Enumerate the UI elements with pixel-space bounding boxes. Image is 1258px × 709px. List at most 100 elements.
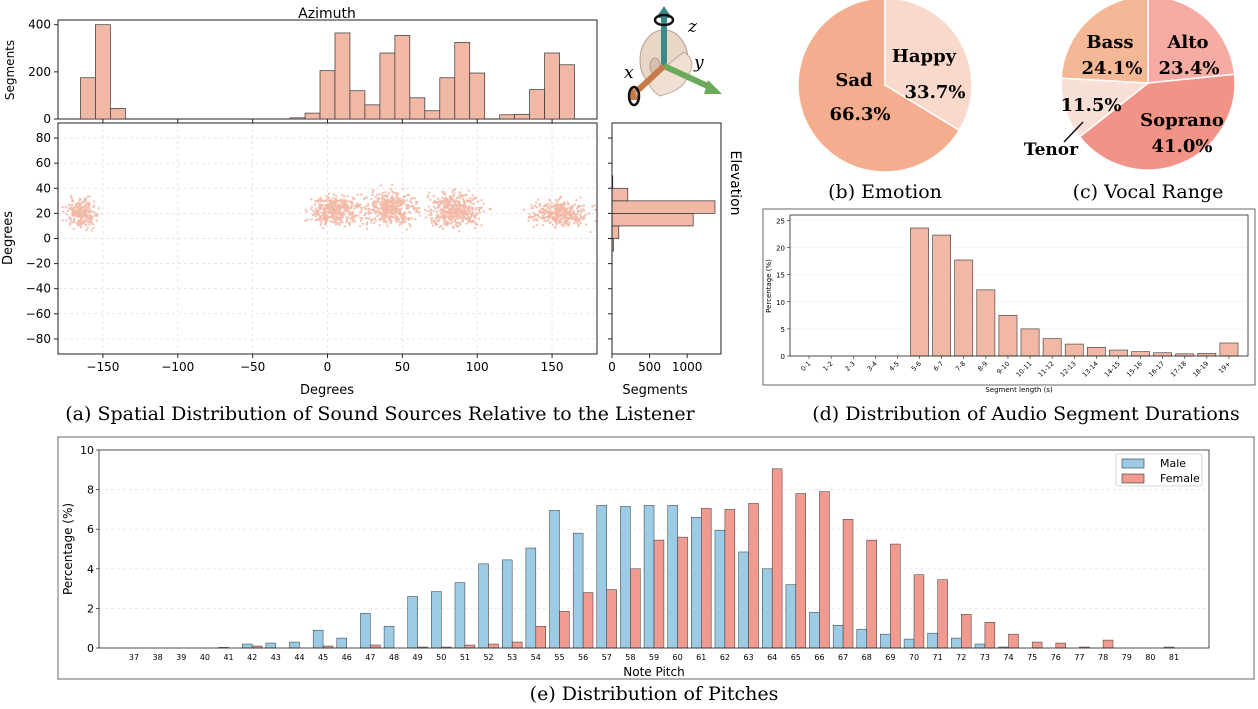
scatter-point bbox=[579, 204, 582, 208]
scatter-point bbox=[432, 201, 435, 205]
scatter-point bbox=[454, 218, 457, 221]
durations-bar bbox=[976, 289, 996, 357]
durations-bar bbox=[1109, 349, 1128, 357]
scatter-point bbox=[445, 203, 448, 206]
scatter-point bbox=[534, 201, 538, 204]
scatter-point bbox=[429, 219, 433, 222]
scatter-point bbox=[472, 220, 476, 223]
scatter-point bbox=[327, 211, 331, 215]
scatter-point bbox=[394, 213, 397, 216]
scatter-point bbox=[361, 222, 365, 225]
scatter-point bbox=[391, 201, 394, 205]
scatter-point bbox=[442, 213, 445, 216]
scatter-point bbox=[589, 230, 592, 234]
scatter-point bbox=[470, 220, 473, 224]
scatter-xtick-label: 0 bbox=[324, 360, 332, 374]
scatter-point bbox=[380, 199, 384, 203]
pitches-bar-female bbox=[937, 579, 948, 649]
pitches-bar-male bbox=[762, 568, 773, 649]
azimuth-bar bbox=[544, 52, 560, 120]
scatter-point bbox=[464, 205, 467, 209]
scatter-point bbox=[455, 196, 459, 200]
scatter-point bbox=[568, 221, 571, 224]
pitches-bar-male bbox=[383, 625, 395, 649]
scatter-point bbox=[317, 199, 320, 202]
scatter-point bbox=[582, 215, 585, 218]
scatter-point bbox=[397, 212, 400, 216]
scatter-point bbox=[456, 224, 460, 228]
scatter-point bbox=[393, 201, 397, 205]
scatter-point bbox=[550, 202, 554, 205]
scatter-point bbox=[431, 224, 434, 228]
scatter-point bbox=[331, 201, 335, 204]
scatter-point bbox=[66, 209, 69, 213]
pitches-xtick-label: 75 bbox=[1027, 653, 1037, 662]
scatter-point bbox=[334, 205, 337, 208]
durations-frame bbox=[789, 214, 1249, 357]
scatter-point bbox=[450, 207, 453, 210]
pitches-bar-male bbox=[242, 643, 253, 649]
scatter-point bbox=[455, 207, 458, 210]
scatter-point bbox=[358, 224, 362, 228]
scatter-point bbox=[474, 197, 478, 200]
scatter-point bbox=[457, 221, 460, 224]
pitches-bar-male bbox=[667, 505, 678, 649]
scatter-point bbox=[321, 203, 325, 207]
scatter-point bbox=[84, 216, 87, 219]
scatter-point bbox=[549, 204, 552, 207]
scatter-point bbox=[385, 214, 388, 217]
pitches-bar-female bbox=[511, 641, 523, 649]
legend-female-swatch bbox=[1121, 473, 1145, 484]
durations-bar bbox=[932, 234, 952, 357]
elevation-bar bbox=[611, 225, 620, 239]
scatter-point bbox=[488, 207, 491, 211]
scatter-point bbox=[435, 210, 439, 213]
scatter-point bbox=[324, 199, 327, 202]
scatter-point bbox=[554, 209, 557, 212]
azimuth-bar bbox=[469, 72, 486, 120]
scatter-point bbox=[76, 224, 79, 227]
scatter-point bbox=[462, 207, 466, 210]
scatter-point bbox=[577, 204, 580, 208]
scatter-point bbox=[532, 219, 536, 222]
pitches-xtick-label: 65 bbox=[791, 653, 801, 662]
azimuth-bar bbox=[439, 77, 456, 120]
scatter-point bbox=[463, 216, 466, 220]
scatter-point bbox=[402, 215, 405, 218]
scatter-point bbox=[352, 220, 355, 223]
scatter-point bbox=[473, 227, 477, 230]
scatter-point bbox=[530, 215, 533, 219]
pitches-bar-male bbox=[596, 505, 607, 649]
scatter-point bbox=[360, 193, 363, 196]
scatter-point bbox=[381, 191, 384, 195]
scatter-point bbox=[404, 203, 408, 207]
scatter-point bbox=[352, 207, 356, 211]
scatter-point bbox=[338, 206, 341, 209]
scatter-point bbox=[385, 195, 389, 199]
durations-xlabel: Segment length (s) bbox=[985, 386, 1053, 394]
scatter-point bbox=[594, 219, 597, 223]
scatter-point bbox=[442, 192, 445, 195]
scatter-point bbox=[406, 203, 410, 206]
pitches-bar-male bbox=[643, 505, 655, 649]
scatter-point bbox=[427, 191, 431, 194]
scatter-point bbox=[389, 199, 392, 203]
scatter-point bbox=[67, 203, 70, 207]
scatter-point bbox=[86, 203, 89, 206]
scatter-point bbox=[89, 218, 92, 221]
scatter-point bbox=[475, 213, 478, 217]
pitches-bar-female bbox=[582, 592, 594, 649]
scatter-point bbox=[90, 221, 94, 225]
emotion-slice-sad bbox=[797, 0, 961, 173]
pitches-bar-male bbox=[502, 559, 513, 649]
scatter-point bbox=[465, 222, 468, 225]
scatter-point bbox=[61, 205, 64, 209]
scatter-ytick-label: −40 bbox=[26, 282, 51, 296]
scatter-point bbox=[428, 214, 431, 217]
scatter-point bbox=[415, 200, 418, 204]
scatter-point bbox=[342, 195, 346, 198]
scatter-point bbox=[441, 216, 444, 219]
scatter-point bbox=[581, 207, 584, 210]
scatter-point bbox=[399, 200, 402, 204]
scatter-point bbox=[381, 205, 384, 209]
